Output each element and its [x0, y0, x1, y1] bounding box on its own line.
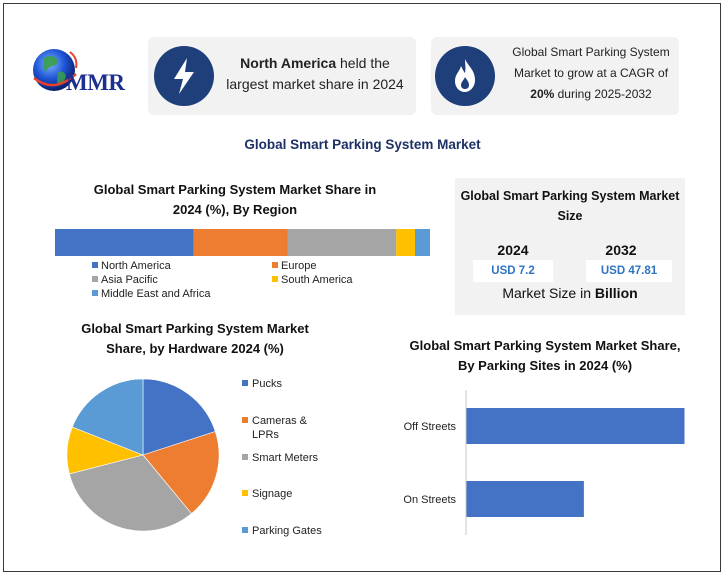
hardware-legend-label-2-line2: LPRs	[252, 429, 279, 441]
market-size-unit-prefix: Market Size in	[502, 285, 595, 301]
region-highlight-rest: held the largest market share in 2024	[226, 55, 404, 92]
hardware-legend-swatch-1	[242, 380, 248, 386]
market-size-2032-value: USD 47.81	[586, 260, 672, 282]
region-bar-segment-5	[415, 229, 430, 256]
hardware-legend-swatch-5	[242, 527, 248, 533]
region-bar-segment-1	[55, 229, 194, 256]
region-bar-segment-2	[193, 229, 288, 256]
region-legend-swatch-3	[92, 276, 98, 282]
hardware-legend-swatch-2	[242, 417, 248, 423]
logo-text: MMR	[66, 70, 125, 95]
highlight-card-region: North America held the largest market sh…	[148, 37, 416, 115]
lightning-bolt-icon	[154, 46, 214, 106]
cagr-text-line1: Global Smart Parking System Market to gr…	[512, 45, 670, 80]
hardware-pie-slice-1	[142, 378, 216, 456]
highlight-card-cagr: Global Smart Parking System Market to gr…	[431, 37, 679, 115]
region-legend-swatch-4	[272, 276, 278, 282]
parking-sites-category-label-2: On Streets	[403, 494, 456, 506]
region-legend-swatch-2	[272, 262, 278, 268]
hardware-legend-label-5: Parking Gates	[252, 525, 322, 537]
hardware-chart-title: Global Smart Parking System Market Share…	[81, 321, 309, 356]
hardware-legend-label-3: Smart Meters	[252, 452, 319, 464]
region-highlight-text: North America held the largest market sh…	[220, 53, 410, 95]
region-highlight-lead: North America	[240, 55, 337, 71]
market-size-unit-bold: Billion	[594, 285, 638, 301]
parking-sites-category-label-1: Off Streets	[404, 421, 457, 433]
region-legend-label-1: North America	[101, 260, 172, 272]
region-bar-segment-4	[396, 229, 415, 256]
parking-sites-bar-1	[466, 408, 685, 444]
region-legend-swatch-1	[92, 262, 98, 268]
hardware-legend-swatch-4	[242, 490, 248, 496]
hardware-pie-slice-2	[142, 431, 220, 514]
hardware-pie-slice-5	[71, 378, 144, 456]
region-legend-label-5: Middle East and Africa	[101, 288, 211, 300]
main-title: Global Smart Parking System Market	[244, 137, 481, 152]
region-legend-label-4: South America	[281, 274, 353, 286]
region-chart-title: Global Smart Parking System Market Share…	[93, 182, 377, 217]
region-legend-label-2: Europe	[281, 260, 316, 272]
hardware-legend-swatch-3	[242, 454, 248, 460]
mmr-globe-logo	[33, 49, 78, 91]
cagr-value: 20%	[530, 87, 555, 101]
parking-sites-bar-2	[466, 481, 584, 517]
market-size-title: Global Smart Parking System Market Size	[460, 189, 680, 223]
region-bar-segment-3	[287, 229, 397, 256]
year-2024-label: 2024	[497, 242, 529, 258]
hardware-legend-label-2: Cameras &	[252, 415, 308, 427]
parking-sites-chart-title: Global Smart Parking System Market Share…	[409, 338, 681, 373]
market-size-panel: Global Smart Parking System Market Size …	[455, 178, 685, 315]
infographic-frame	[3, 3, 721, 572]
hardware-pie-slice-3	[69, 454, 192, 532]
cagr-text-line2: during 2025-2032	[554, 87, 652, 101]
hardware-legend-label-4: Signage	[252, 488, 292, 500]
flame-icon	[435, 46, 495, 106]
year-2032-label: 2032	[605, 242, 637, 258]
market-size-2024-value: USD 7.2	[473, 260, 553, 282]
hardware-legend-label-1: Pucks	[252, 378, 282, 390]
region-legend-label-3: Asia Pacific	[101, 274, 158, 286]
market-size-unit: Market Size in Billion	[455, 285, 685, 301]
region-legend-swatch-5	[92, 290, 98, 296]
cagr-highlight-text: Global Smart Parking System Market to gr…	[503, 42, 679, 105]
